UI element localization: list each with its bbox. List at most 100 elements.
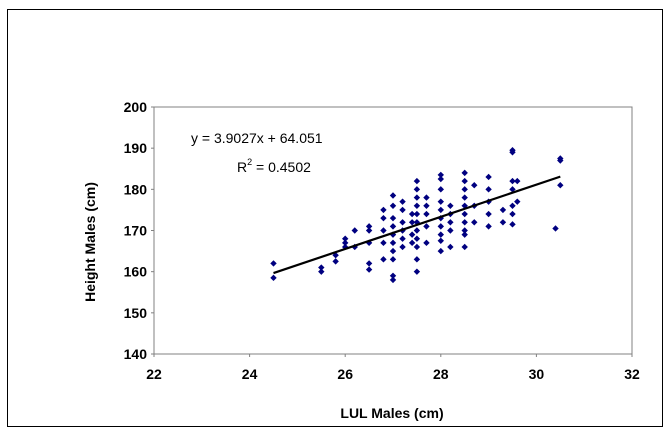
data-point [380,206,387,214]
data-point [270,260,277,267]
data-point [499,219,507,226]
equation-label: y = 3.9027x + 64.051 [191,130,323,146]
data-point [389,223,397,230]
data-point [509,186,516,193]
data-point [413,177,421,185]
y-tick-label: 150 [124,305,148,321]
data-point [447,219,454,226]
data-point [509,210,516,218]
data-point [509,177,516,185]
data-point [461,227,468,234]
data-point [485,186,492,193]
data-points [270,147,564,284]
data-point [389,192,397,199]
data-point [399,235,406,242]
data-point [447,227,454,234]
data-point [318,264,325,271]
data-point [389,239,397,247]
data-point [399,219,406,226]
data-point [399,243,406,251]
data-point [423,194,430,201]
data-point [509,149,516,156]
plot-area [153,106,633,355]
x-tick-label: 32 [624,366,640,382]
data-point [437,175,444,183]
data-point [389,276,397,284]
y-tick-label: 160 [124,264,148,280]
data-point [413,194,421,201]
y-tick-label: 180 [124,181,148,197]
data-point [413,235,421,242]
data-point [509,202,516,209]
data-point [461,219,468,226]
x-tick-label: 24 [242,366,258,382]
data-point [380,256,387,263]
data-point [437,237,444,244]
data-point [461,186,468,193]
data-point [365,223,373,230]
data-point [447,202,454,209]
data-point [461,243,468,251]
data-point [389,202,397,209]
data-point [413,243,421,251]
data-point [557,182,564,189]
y-tick-label: 200 [124,99,148,115]
data-point [423,202,430,209]
data-point [365,260,373,267]
data-point [413,227,421,234]
r-squared-label: R2 = 0.4502 [237,157,311,175]
data-point [485,210,492,218]
data-point [380,227,387,234]
data-point [413,219,421,226]
data-point [318,268,325,275]
data-point [389,256,397,263]
data-point [423,239,430,247]
data-point [509,221,516,228]
data-point [413,210,421,218]
data-point [380,239,387,247]
data-point [380,214,387,222]
data-point [514,198,521,205]
data-point [461,231,468,238]
data-point [342,239,349,247]
y-axis-ticks: 140 150 160 170 180 190 200 [124,99,154,362]
data-point [365,227,373,234]
data-point [437,247,444,255]
data-point [342,235,349,242]
data-point [437,231,444,238]
data-point [389,231,397,238]
x-tick-label: 28 [433,366,449,382]
y-tick-label: 190 [124,140,148,156]
x-axis-ticks: 22 24 26 28 30 32 [146,354,640,382]
data-point [485,223,492,230]
data-point [399,206,406,214]
data-point [514,177,521,185]
data-point [408,219,416,226]
trendline-group [273,175,561,275]
data-point [389,247,397,255]
data-point [437,223,444,230]
y-tick-label: 170 [124,223,148,239]
data-point [413,256,421,263]
y-tick-label: 140 [124,346,148,362]
data-point [423,223,430,230]
data-point [461,169,468,177]
data-point [447,243,454,251]
data-point [408,210,416,218]
data-point [332,258,339,265]
data-point [499,206,507,214]
trendline [273,175,561,275]
r-squared-superscript: 2 [247,157,252,167]
data-point [552,225,559,232]
chart-area: 140 150 160 170 180 190 200 22 24 26 28 30 32 y = 3… [7,9,663,427]
data-point [557,157,564,164]
r-squared-r: R [237,159,247,175]
data-point [365,266,373,273]
data-point [437,171,444,179]
y-axis-title: Height Males (cm) [82,182,98,302]
data-point [471,182,478,189]
x-tick-label: 26 [337,366,353,382]
data-point [270,274,277,282]
x-tick-label: 22 [146,366,162,382]
data-point [437,186,444,193]
